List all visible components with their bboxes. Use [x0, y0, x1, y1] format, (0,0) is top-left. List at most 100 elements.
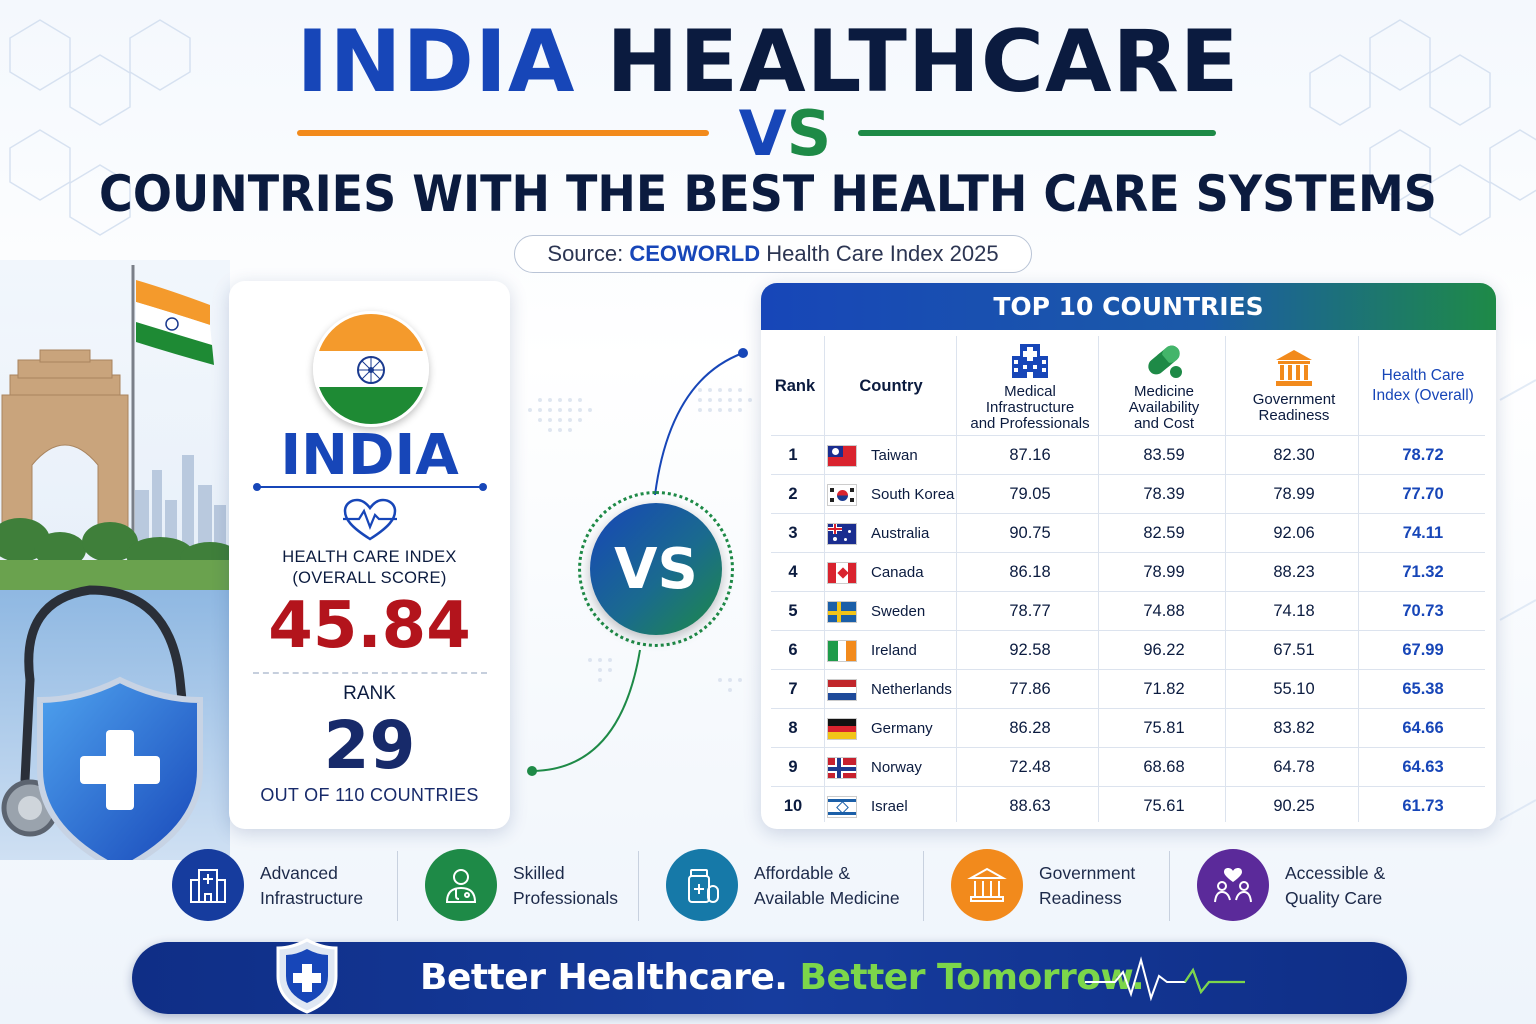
table-header: Rank Country Medical Infrastructure and …: [771, 336, 1485, 436]
feature-line1: Accessible &: [1285, 863, 1386, 883]
taiwan-flag-icon: [827, 445, 857, 468]
cell-medicine: 96.22: [1143, 641, 1185, 659]
shield-icon: [276, 938, 338, 1014]
germany-flag-icon: [827, 718, 857, 741]
header-medical: Medical Infrastructure and Professionals: [961, 336, 1099, 436]
cell-rank: 4: [788, 563, 798, 581]
cell-medical: 78.77: [1009, 602, 1051, 620]
cell-rank: 1: [788, 446, 798, 464]
health-index-label-line2: (OVERALL SCORE): [292, 569, 447, 587]
cell-country: Canada: [827, 553, 957, 592]
feature-divider: [1169, 851, 1170, 921]
cell-index: 71.32: [1402, 563, 1444, 581]
header-government: Government Readiness: [1229, 336, 1359, 436]
cell-index: 61.73: [1402, 797, 1444, 815]
cell-medical: 92.58: [1009, 641, 1051, 659]
country-name: Sweden: [871, 603, 926, 620]
government-building-icon: [951, 849, 1023, 921]
table-row: 7 Netherlands 77.86 71.82 55.10 65.38: [771, 669, 1485, 708]
australia-flag-icon: [827, 523, 857, 546]
column-divider: [956, 336, 957, 822]
rank-label: RANK: [343, 683, 396, 704]
cell-medicine: 83.59: [1143, 446, 1185, 464]
india-gate-illustration: [0, 260, 230, 860]
cell-government: 90.25: [1273, 797, 1315, 815]
feature-line1: Affordable &: [754, 863, 850, 883]
cell-government: 82.30: [1273, 446, 1315, 464]
feature-strip: Advanced Infrastructure Skilled Profession…: [172, 849, 1432, 921]
table-body: 1 Taiwan 87.16 83.59 82.30 78.72 2 South Korea 7…: [771, 435, 1485, 825]
cell-government: 74.18: [1273, 602, 1315, 620]
country-name: Ireland: [871, 642, 917, 659]
cell-rank: 2: [788, 485, 798, 503]
cell-rank: 8: [788, 719, 798, 737]
sweden-flag-icon: [827, 601, 857, 624]
cell-government: 88.23: [1273, 563, 1315, 581]
rank-total: OUT OF 110 COUNTRIES: [260, 785, 479, 805]
header-medicine-line1: Medicine: [1133, 383, 1195, 400]
country-name: Israel: [871, 798, 908, 815]
column-divider: [1098, 336, 1099, 822]
table-row: 2 South Korea 79.05 78.39 78.99 77.70: [771, 474, 1485, 513]
netherlands-flag-icon: [827, 679, 857, 702]
country-name: Germany: [871, 720, 933, 737]
title-healthcare: HEALTHCARE: [606, 12, 1240, 112]
header-medical-line3: and Professionals: [970, 415, 1090, 432]
heartbeat-icon: [343, 498, 397, 541]
header-index: Health Care Index (Overall): [1361, 336, 1485, 436]
table-row: 9 Norway 72.48 68.68 64.78 64.63: [771, 747, 1485, 786]
country-name: Netherlands: [871, 681, 952, 698]
cell-index: 67.99: [1402, 641, 1444, 659]
cell-medicine: 82.59: [1143, 524, 1185, 542]
cell-government: 55.10: [1273, 680, 1315, 698]
pill-capsule-icon: [1148, 345, 1182, 378]
tagline-white: Better Healthcare.: [420, 957, 788, 998]
vs-badge: VS: [578, 491, 734, 647]
cell-country: Netherlands: [827, 670, 957, 709]
feature-label: Accessible & Quality Care: [1285, 861, 1385, 911]
cell-government: 78.99: [1273, 485, 1315, 503]
health-index-label: HEALTH CARE INDEX (OVERALL SCORE): [229, 547, 510, 589]
table-title: TOP 10 COUNTRIES: [761, 283, 1496, 330]
cell-index: 64.63: [1402, 758, 1444, 776]
feature-label: Advanced Infrastructure: [260, 861, 363, 911]
cell-medicine: 68.68: [1143, 758, 1185, 776]
table-row: 1 Taiwan 87.16 83.59 82.30 78.72: [771, 435, 1485, 474]
india-card: INDIA HEALTH CARE INDEX (OVERALL SCORE) …: [229, 281, 510, 829]
source-pill: Source: CEOWORLD Health Care Index 2025: [514, 235, 1032, 273]
feature-divider: [397, 851, 398, 921]
feature-line2: Readiness: [1039, 888, 1122, 908]
header-government-line2: Readiness: [1258, 407, 1330, 424]
cell-medical: 77.86: [1009, 680, 1051, 698]
cell-index: 77.70: [1402, 485, 1444, 503]
cell-medicine: 75.61: [1143, 797, 1185, 815]
feature-divider: [923, 851, 924, 921]
heartbeat-pulse-icon: [1085, 956, 1245, 1002]
vs-badge-text: VS: [590, 503, 722, 635]
header-index-line2: Index (Overall): [1372, 387, 1474, 404]
feature-label: Skilled Professionals: [513, 861, 618, 911]
vs-letter-s: S: [786, 97, 832, 170]
tagline-banner: Better Healthcare. Better Tomorrow.: [132, 938, 1407, 1014]
israel-flag-icon: [827, 796, 857, 819]
cell-medicine: 78.39: [1143, 485, 1185, 503]
cell-government: 92.06: [1273, 524, 1315, 542]
vs-letter-v: V: [738, 97, 787, 170]
table-row: 3 Australia 90.75 82.59 92.06 74.11: [771, 513, 1485, 552]
cell-medical: 87.16: [1009, 446, 1051, 464]
cell-medicine: 74.88: [1143, 602, 1185, 620]
cell-medical: 86.28: [1009, 719, 1051, 737]
dashed-divider: [253, 672, 487, 674]
feature-divider: [638, 851, 639, 921]
tagline: Better Healthcare. Better Tomorrow.: [420, 942, 1145, 1014]
vs-connector-lines: [527, 348, 748, 776]
feature-line1: Advanced: [260, 863, 338, 883]
header-index-line1: Health Care: [1381, 367, 1465, 384]
top10-table: TOP 10 COUNTRIES Rank Country Medical In…: [761, 283, 1496, 829]
cell-index: 65.38: [1402, 680, 1444, 698]
government-building-icon: [1276, 350, 1312, 386]
cell-rank: 9: [788, 758, 798, 776]
cell-government: 83.82: [1273, 719, 1315, 737]
source-suffix: Health Care Index 2025: [760, 241, 999, 266]
table-row: 5 Sweden 78.77 74.88 74.18 70.73: [771, 591, 1485, 630]
